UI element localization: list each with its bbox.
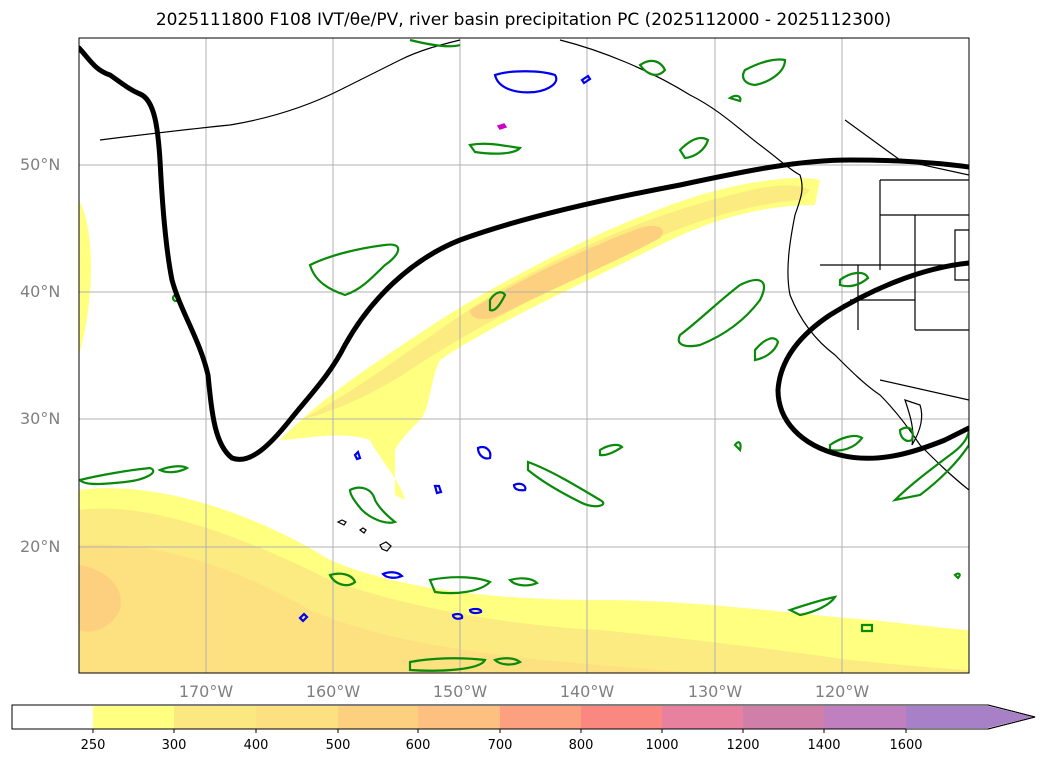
colorbar xyxy=(11,704,1036,733)
map-plot-area xyxy=(79,38,969,673)
colorbar-tick-700: 700 xyxy=(487,738,513,753)
colorbar-tick-1400: 1400 xyxy=(807,738,841,753)
lon-label-160w: 160°W xyxy=(305,682,361,701)
map-frame xyxy=(78,37,970,674)
lat-label-50n: 50°N xyxy=(20,155,61,174)
lon-label-120w: 120°W xyxy=(814,682,870,701)
lat-label-40n: 40°N xyxy=(20,282,61,301)
map-title: 2025111800 F108 IVT/θe/PV, river basin p… xyxy=(155,10,892,30)
lon-label-150w: 150°W xyxy=(432,682,488,701)
lat-label-20n: 20°N xyxy=(20,537,61,556)
lon-label-170w: 170°W xyxy=(178,682,234,701)
lat-label-30n: 30°N xyxy=(20,409,61,428)
graticule xyxy=(79,38,969,673)
pv-peak-marker xyxy=(496,123,508,130)
colorbar-tick-400: 400 xyxy=(243,738,269,753)
lon-label-130w: 130°W xyxy=(687,682,743,701)
theta-e-contours xyxy=(79,38,969,672)
coastlines xyxy=(99,39,969,552)
colorbar-tick-800: 800 xyxy=(568,738,594,753)
colorbar-tick-1000: 1000 xyxy=(645,738,679,753)
colorbar-tick-300: 300 xyxy=(161,738,187,753)
pv-contours xyxy=(298,70,592,623)
basin-boundary-contours xyxy=(79,45,969,462)
lon-label-140w: 140°W xyxy=(559,682,615,701)
colorbar-tick-1600: 1600 xyxy=(889,738,923,753)
colorbar-tick-1200: 1200 xyxy=(726,738,760,753)
colorbar-tick-250: 250 xyxy=(80,738,106,753)
ivt-shading xyxy=(79,178,969,673)
colorbar-tick-500: 500 xyxy=(325,738,351,753)
colorbar-tick-600: 600 xyxy=(405,738,431,753)
